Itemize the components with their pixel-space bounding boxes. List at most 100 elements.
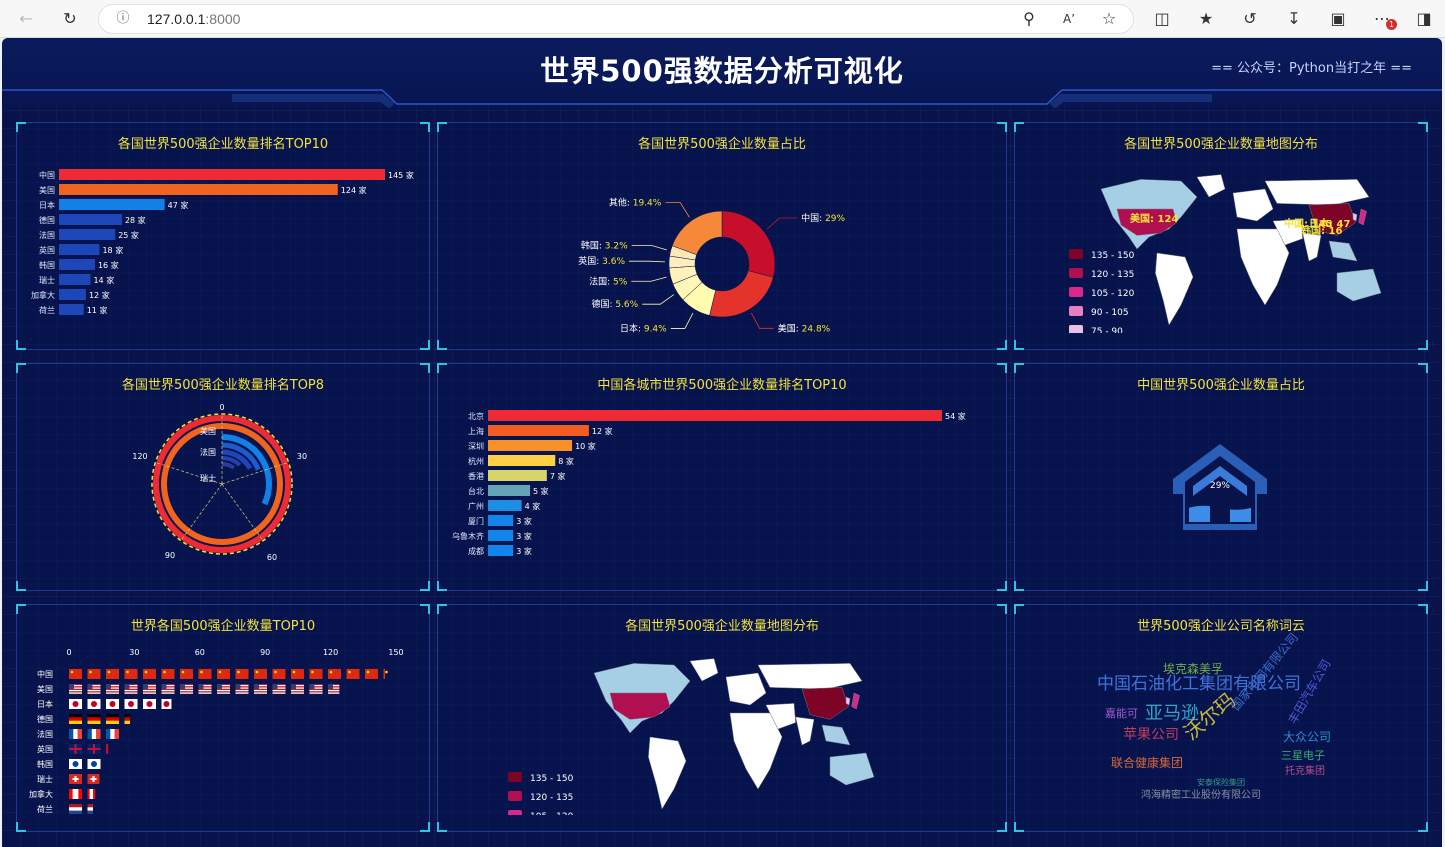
flag-mark (124, 685, 138, 687)
flag-mark (200, 670, 203, 674)
favorite-star-icon[interactable]: ☆ (1101, 9, 1117, 28)
flag-mark (328, 687, 340, 689)
category-label: 台北 (468, 486, 484, 496)
back-icon[interactable]: ← (19, 9, 33, 28)
flag-mark (87, 692, 101, 694)
bar (59, 304, 84, 315)
bar (488, 470, 547, 481)
bar (488, 485, 531, 496)
sidebar-icon[interactable]: ◨ (1416, 9, 1432, 28)
category-label: 乌鲁木齐 (452, 531, 484, 541)
flag-symbol (87, 684, 101, 694)
map-region-india (1302, 232, 1322, 262)
map-label: 韩国: 16 (1301, 224, 1342, 237)
x-tick-label: 0 (66, 648, 71, 657)
flag-mark (143, 685, 156, 687)
category-label: 香港 (468, 471, 484, 481)
flag-symbol (291, 669, 304, 679)
label-line (665, 202, 690, 218)
legend-label: 75 - 90 (1091, 327, 1123, 337)
flag-symbol (198, 669, 212, 679)
info-icon[interactable]: ⓘ (116, 11, 130, 26)
category-label: 德国 (39, 215, 55, 225)
flag-mark (91, 761, 97, 767)
map-label: 中国: 145 (1284, 217, 1332, 230)
map-label: 日本: 47 (1309, 217, 1350, 230)
flag-mark (69, 717, 82, 721)
flag-symbol (143, 699, 156, 709)
history-icon[interactable]: ↺ (1243, 9, 1257, 28)
flag-base (198, 669, 212, 679)
flag-mark (366, 670, 370, 674)
flag-mark (254, 685, 267, 687)
map-region-japan (851, 692, 860, 710)
download-icon[interactable]: ↧ (1287, 9, 1301, 28)
polar-axis-line (181, 483, 223, 540)
flag-mark (87, 684, 93, 689)
flag-symbol (291, 684, 304, 694)
flag-symbol (180, 669, 193, 679)
flag-mark (124, 690, 138, 692)
refresh-icon[interactable]: ↻ (63, 9, 77, 28)
zoom-icon[interactable]: ⚲ (1023, 9, 1035, 28)
flag-symbol (254, 669, 267, 679)
panel-flag-pictorial: 世界各国500强企业数量TOP10 0 30 60 90 120 150 中国 美国 日本 德国法… (16, 604, 430, 832)
slice-value: 3.6% (602, 257, 625, 267)
favorites-icon[interactable]: ★ (1198, 9, 1214, 28)
panel-china-share: 中国世界500强企业数量占比 29% (1014, 363, 1428, 591)
wordcloud-word: 苹果公司 (1123, 727, 1179, 743)
dashboard: 世界500强数据分析可视化 == 公众号：Python当打之年 == 各国世界5… (2, 38, 1442, 847)
bar (488, 425, 589, 436)
split-screen-icon[interactable]: ◫ (1154, 9, 1170, 28)
flag-symbol (87, 789, 96, 799)
flag-symbol (106, 699, 119, 709)
flag-symbol (272, 669, 286, 679)
map-region-korea (1352, 212, 1358, 222)
flag-base (346, 669, 360, 679)
label-line (642, 294, 675, 305)
map-region-australia (829, 752, 875, 786)
legend-label: 135 - 150 (1091, 251, 1135, 261)
flag-mark (87, 685, 101, 687)
address-bar[interactable]: ⓘ 127.0.0.1:8000 ⚲ A’ ☆ (98, 4, 1134, 34)
flag-mark (72, 778, 79, 780)
category-label: 广州 (468, 501, 484, 511)
flag-mark (106, 687, 119, 689)
flag-mark (106, 690, 119, 692)
flag-symbol (143, 684, 156, 694)
flag-mark (309, 690, 323, 692)
flag-mark (106, 685, 119, 687)
map-region-russia (757, 663, 863, 690)
legend-label: 105 - 120 (1091, 289, 1135, 299)
data-label: 7 家 (550, 471, 566, 481)
flag-symbol (69, 789, 82, 799)
screenshot-icon[interactable]: ▣ (1330, 9, 1346, 28)
map-region-usa (1116, 208, 1178, 236)
wordcloud-word: 中国石油化工集团有限公司 (1097, 674, 1301, 694)
flag-symbol (124, 669, 138, 679)
category-label: 加拿大 (29, 789, 53, 799)
legend-swatch (1069, 249, 1083, 259)
slice-label: 其他: 19.4% (609, 197, 662, 209)
flag-symbol (235, 669, 249, 679)
flag-mark (128, 701, 134, 707)
legend-label: 120 - 135 (530, 793, 573, 803)
category-label: 美国 (39, 185, 55, 195)
url-text: 127.0.0.1:8000 (147, 11, 241, 27)
flag-mark (106, 717, 119, 721)
data-label: 47 家 (168, 200, 189, 210)
label-line (631, 244, 667, 251)
flag-mark (272, 685, 286, 687)
flag-mark (69, 692, 82, 694)
flag-mark (348, 670, 351, 674)
flag-symbol (161, 699, 172, 709)
flag-mark (180, 685, 193, 687)
slice-name: 英国: (578, 255, 602, 267)
flag-mark (124, 692, 138, 694)
label-line (750, 312, 774, 329)
read-aloud-icon[interactable]: A’ (1062, 12, 1076, 26)
flag-mark (114, 729, 119, 739)
flag-mark (217, 684, 222, 689)
